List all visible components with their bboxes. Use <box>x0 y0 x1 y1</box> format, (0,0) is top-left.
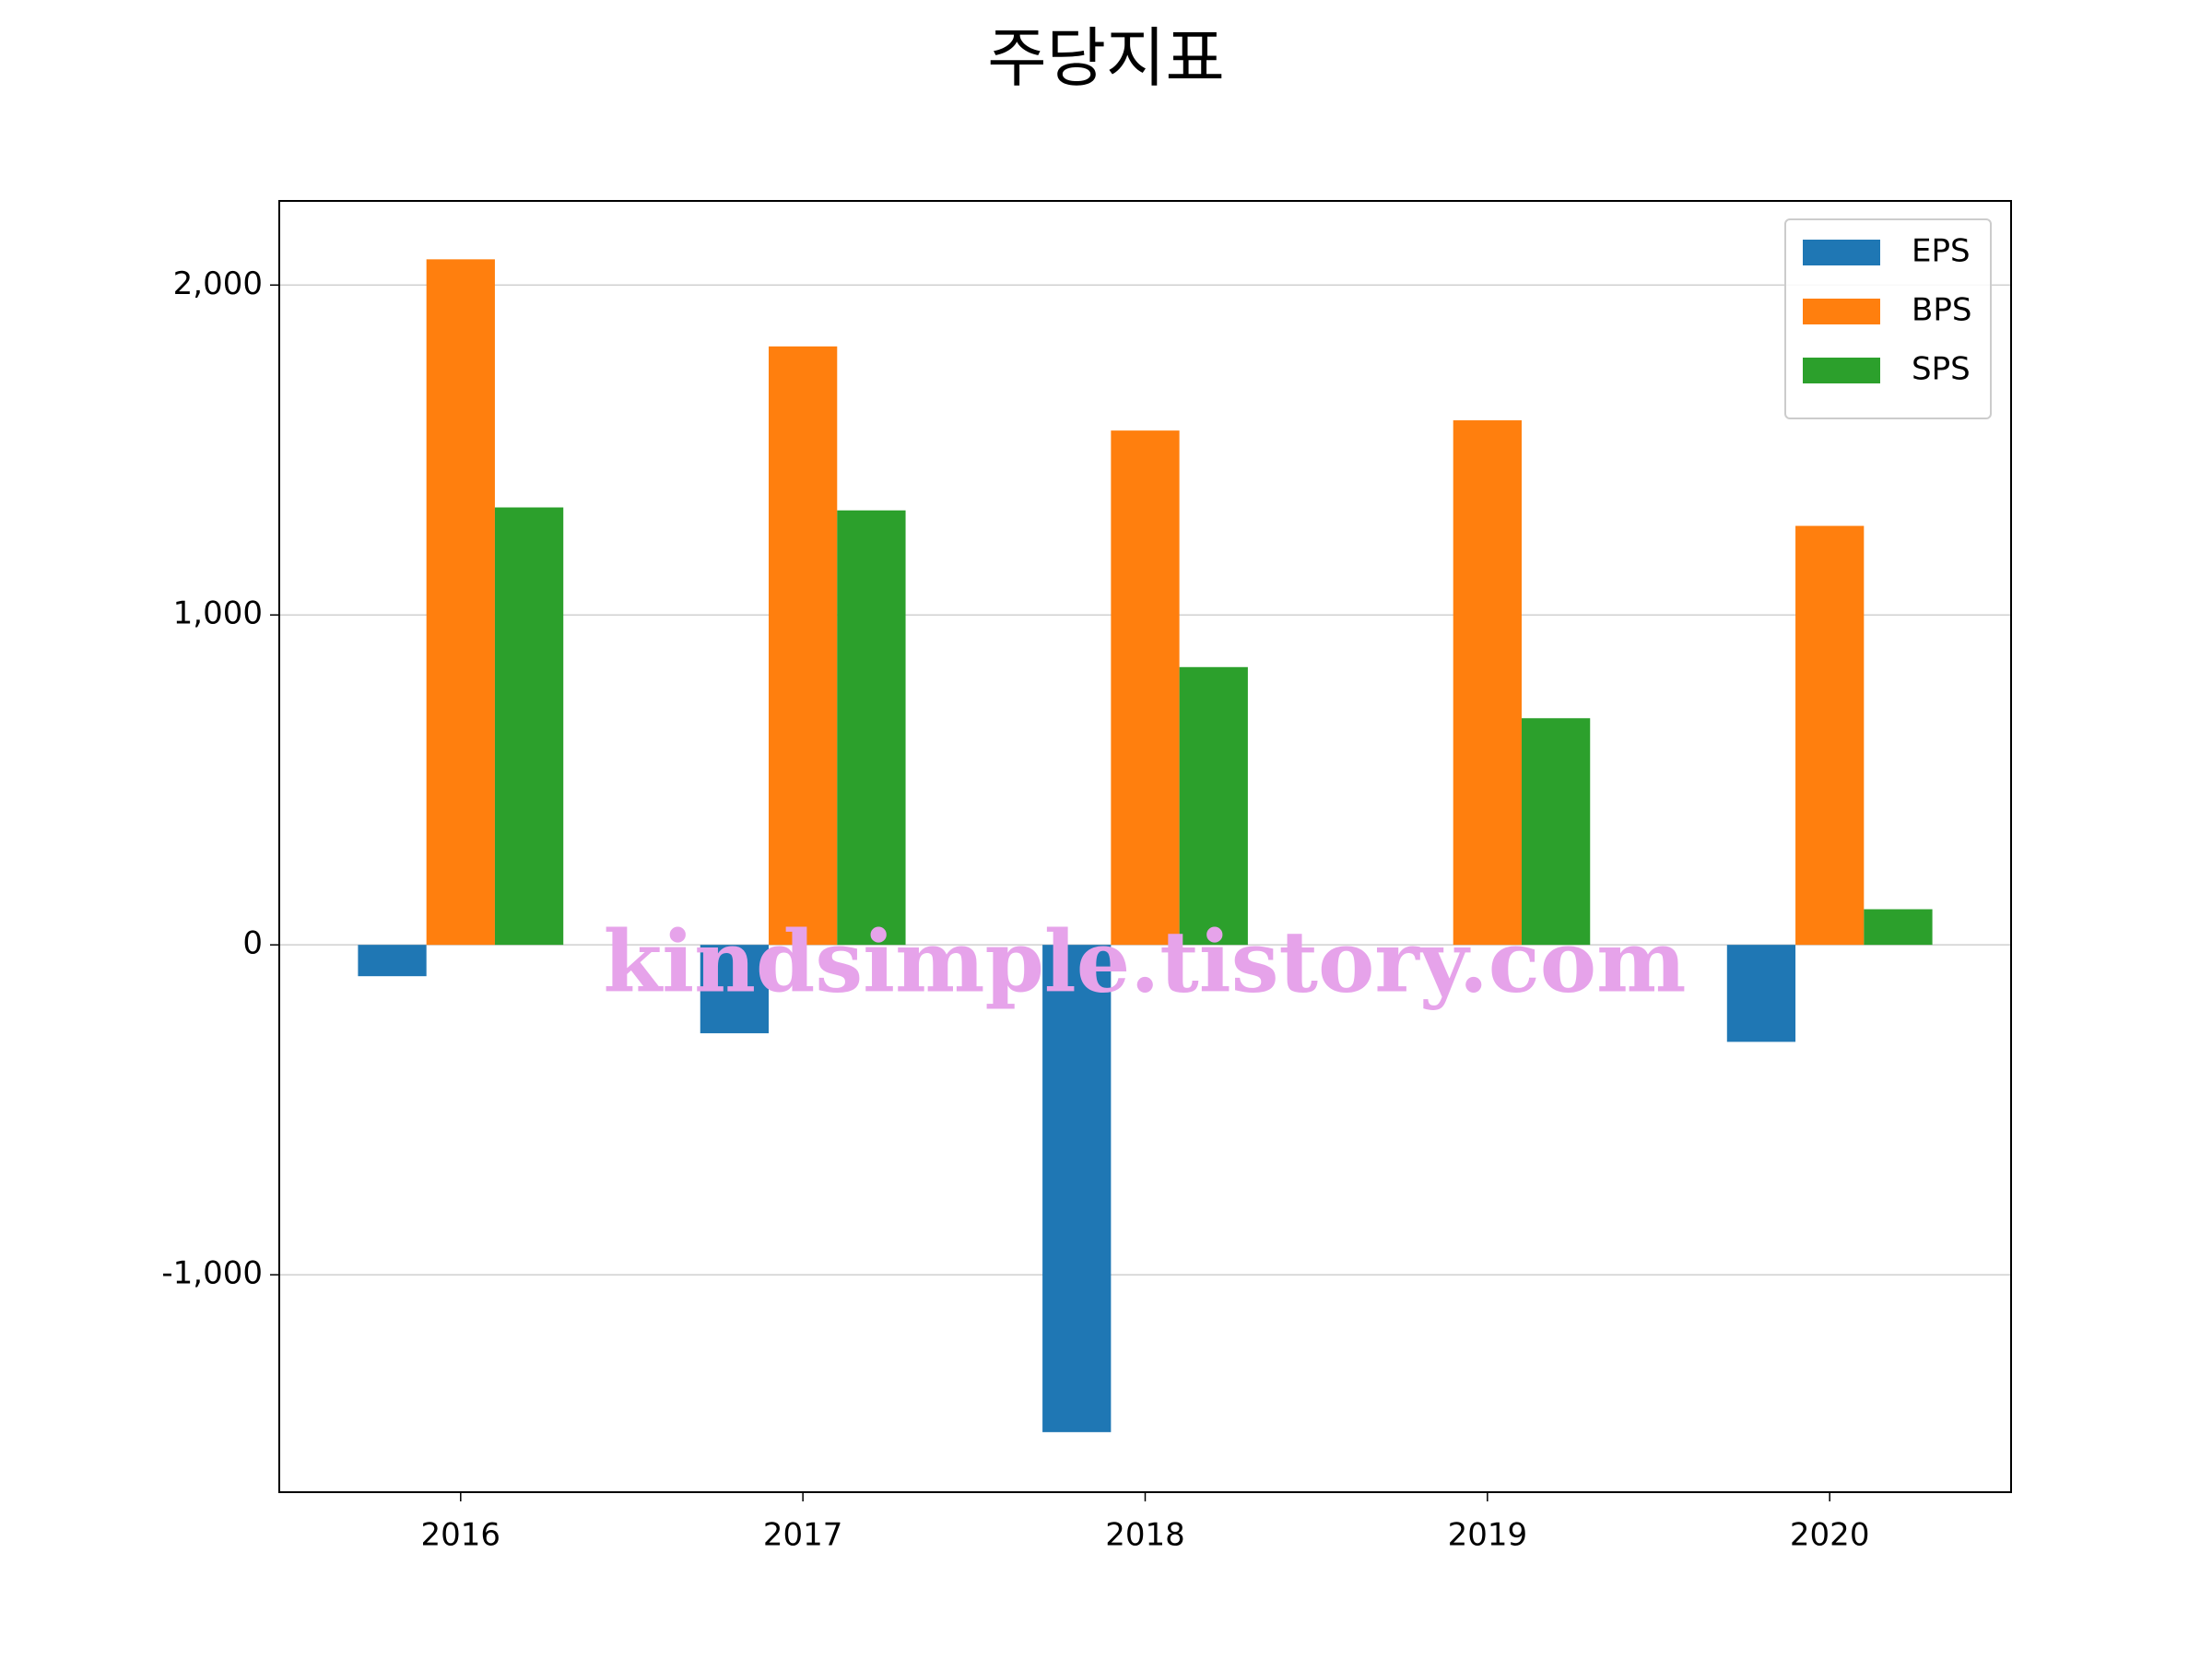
bar <box>700 945 770 1034</box>
bar <box>1864 909 1933 946</box>
x-tick-label: 2016 <box>421 1517 501 1554</box>
legend-swatch <box>1803 240 1880 265</box>
y-tick-label: 1,000 <box>173 595 263 632</box>
y-tick-label: 0 <box>242 925 263 962</box>
bar <box>1111 430 1180 946</box>
x-tick-label: 2017 <box>763 1517 843 1554</box>
bar <box>426 259 495 946</box>
legend-label: BPS <box>1912 292 1971 329</box>
bar <box>769 346 838 946</box>
x-tick-label: 2018 <box>1105 1517 1185 1554</box>
chart-title: 주당지표 <box>987 20 1225 96</box>
bar <box>1453 420 1522 946</box>
bar <box>1726 945 1796 1042</box>
legend-label: EPS <box>1912 233 1971 270</box>
x-tick-label: 2020 <box>1790 1517 1870 1554</box>
bar <box>358 945 427 977</box>
bar <box>837 510 906 946</box>
legend-swatch <box>1803 358 1880 383</box>
bar <box>1179 666 1248 946</box>
legend-label: SPS <box>1912 351 1971 388</box>
bar <box>1042 945 1112 1432</box>
y-tick-label: -1,000 <box>161 1255 263 1292</box>
x-tick-label: 2019 <box>1448 1517 1528 1554</box>
bar <box>1521 718 1591 946</box>
bar <box>494 507 564 946</box>
y-tick-label: 2,000 <box>173 265 263 302</box>
plot-frame <box>278 200 2012 1493</box>
watermark: kindsimple.tistory.com <box>603 912 1686 1012</box>
bar <box>1795 525 1865 946</box>
legend-swatch <box>1803 299 1880 324</box>
